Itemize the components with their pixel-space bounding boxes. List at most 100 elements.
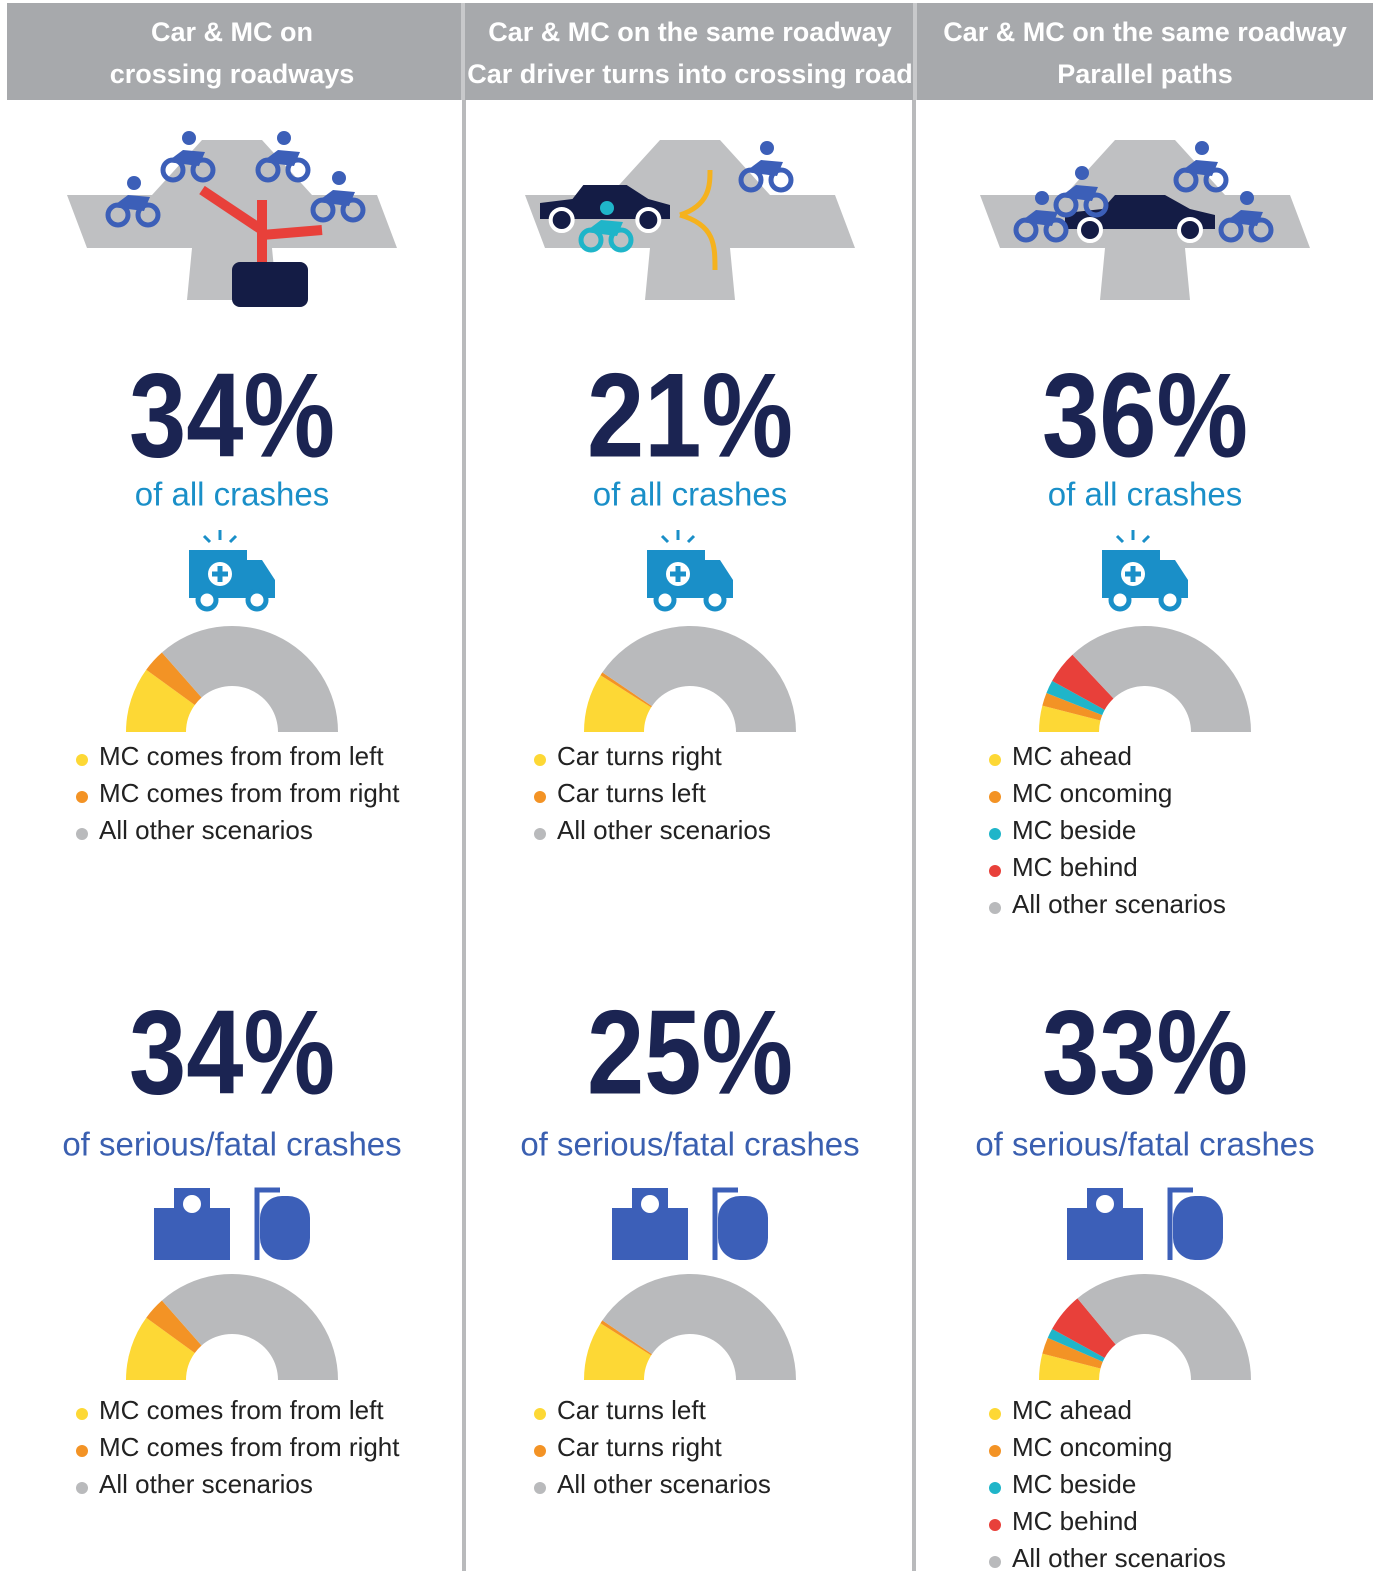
legend-label: MC beside <box>1012 1469 1136 1499</box>
caption: of all crashes <box>135 476 329 513</box>
icon <box>332 171 346 185</box>
infographic: Car & MC on crossing roadways Car & MC on … <box>0 0 1380 1571</box>
legend-swatch <box>76 828 88 840</box>
hospital-icon <box>183 1195 201 1213</box>
legend-swatch <box>76 754 88 766</box>
legend-label: All other scenarios <box>1012 1543 1226 1571</box>
ambulance-icon <box>1117 530 1149 542</box>
ambulance-icon <box>198 591 216 609</box>
icon <box>182 131 196 145</box>
icon <box>760 141 774 155</box>
headline: 34% <box>129 349 335 483</box>
legend-label: Car turns left <box>557 778 707 808</box>
caption: of serious/fatal crashes <box>520 1126 859 1163</box>
legend-label: MC comes from from right <box>99 1432 400 1462</box>
legend-swatch <box>534 1445 546 1457</box>
legend-label: MC behind <box>1012 1506 1138 1536</box>
icon <box>1195 141 1209 155</box>
icon <box>600 201 614 215</box>
column-divider <box>462 100 466 1571</box>
hospital-icon <box>1096 1195 1114 1213</box>
legend-swatch <box>534 828 546 840</box>
icon <box>232 262 308 307</box>
ambulance-icon <box>656 591 674 609</box>
legend-label: Car turns left <box>557 1395 707 1425</box>
legend-label: MC beside <box>1012 815 1136 845</box>
header-divider <box>913 3 917 100</box>
legend-swatch <box>76 1482 88 1494</box>
legend-swatch <box>76 791 88 803</box>
column-header: crossing roadways <box>110 59 355 89</box>
legend-swatch <box>989 1408 1001 1420</box>
hospital-icon <box>1173 1196 1223 1260</box>
ambulance-icon <box>706 591 724 609</box>
legend-label: All other scenarios <box>99 1469 313 1499</box>
ambulance-icon <box>1161 591 1179 609</box>
icon <box>127 176 141 190</box>
ambulance-icon <box>1111 591 1129 609</box>
ambulance-icon <box>204 530 236 542</box>
caption: of serious/fatal crashes <box>62 1126 401 1163</box>
icon <box>1035 191 1049 205</box>
headline: 25% <box>587 986 793 1120</box>
icon <box>1240 191 1254 205</box>
hospital-icon <box>260 1196 310 1260</box>
legend-label: All other scenarios <box>1012 889 1226 919</box>
half-donut-segment <box>1077 1274 1251 1380</box>
legend-label: All other scenarios <box>99 815 313 845</box>
column-header: Car & MC on <box>151 17 313 47</box>
page: {"headers": [ ["Car & MC on", "crossing … <box>0 0 1380 1571</box>
headline: 34% <box>129 986 335 1120</box>
legend-label: All other scenarios <box>557 1469 771 1499</box>
column-header: Car driver turns into crossing road <box>467 59 913 89</box>
column-divider <box>912 100 916 1571</box>
headline: 21% <box>587 349 793 483</box>
icon <box>1075 166 1089 180</box>
icon <box>745 160 783 176</box>
legend-swatch <box>76 1408 88 1420</box>
legend-swatch <box>989 1519 1001 1531</box>
caption: of all crashes <box>593 476 787 513</box>
legend-label: MC comes from from left <box>99 741 384 771</box>
legend-swatch <box>989 754 1001 766</box>
legend-swatch <box>989 791 1001 803</box>
legend-swatch <box>989 1445 1001 1457</box>
icon <box>551 209 573 231</box>
caption: of all crashes <box>1048 476 1242 513</box>
legend-swatch <box>989 865 1001 877</box>
icon <box>1079 219 1101 241</box>
icon <box>1179 219 1201 241</box>
legend-label: MC comes from from right <box>99 778 400 808</box>
caption: of serious/fatal crashes <box>975 1126 1314 1163</box>
legend-swatch <box>534 1408 546 1420</box>
legend-swatch <box>534 791 546 803</box>
column-header: Car & MC on the same roadway <box>488 17 892 47</box>
headline: 36% <box>1042 349 1248 483</box>
hospital-icon <box>641 1195 659 1213</box>
legend-swatch <box>534 1482 546 1494</box>
legend-label: MC comes from from left <box>99 1395 384 1425</box>
ambulance-icon <box>248 591 266 609</box>
icon <box>637 209 659 231</box>
legend-label: MC oncoming <box>1012 1432 1172 1462</box>
legend-swatch <box>534 754 546 766</box>
header-divider <box>461 3 465 100</box>
legend-swatch <box>989 1556 1001 1568</box>
legend-swatch <box>989 1482 1001 1494</box>
legend-label: MC oncoming <box>1012 778 1172 808</box>
hospital-icon <box>718 1196 768 1260</box>
column-header: Car & MC on the same roadway <box>943 17 1347 47</box>
legend-label: MC ahead <box>1012 741 1132 771</box>
legend-swatch <box>76 1445 88 1457</box>
legend-swatch <box>989 828 1001 840</box>
icon <box>277 131 291 145</box>
legend-label: Car turns right <box>557 741 722 771</box>
headline: 33% <box>1042 986 1248 1120</box>
icon <box>167 150 205 166</box>
ambulance-icon <box>662 530 694 542</box>
legend-label: MC ahead <box>1012 1395 1132 1425</box>
column-header: Parallel paths <box>1057 59 1233 89</box>
legend-label: MC behind <box>1012 852 1138 882</box>
legend-label: Car turns right <box>557 1432 722 1462</box>
legend-swatch <box>989 902 1001 914</box>
